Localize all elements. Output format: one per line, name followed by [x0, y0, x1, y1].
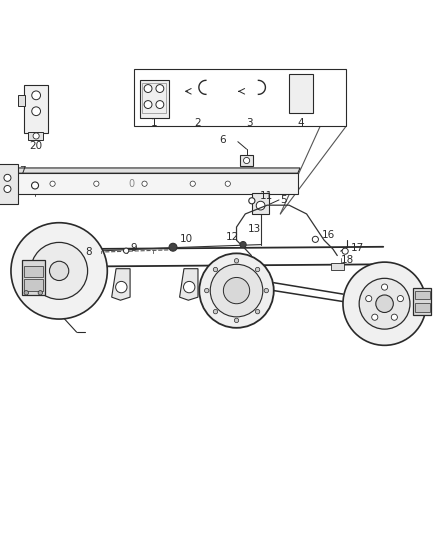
- Circle shape: [255, 268, 260, 272]
- Text: 10: 10: [180, 235, 193, 244]
- Bar: [289, 74, 313, 113]
- Circle shape: [38, 290, 42, 295]
- Circle shape: [4, 174, 11, 181]
- Circle shape: [33, 133, 39, 139]
- Bar: [331, 263, 344, 270]
- Bar: [24, 279, 43, 292]
- Circle shape: [223, 278, 250, 304]
- Bar: [134, 69, 346, 126]
- Text: 1: 1: [151, 118, 158, 128]
- Circle shape: [24, 290, 28, 295]
- Bar: [415, 303, 430, 312]
- Text: 4: 4: [297, 118, 304, 128]
- Circle shape: [234, 318, 239, 322]
- Bar: [240, 155, 253, 166]
- Circle shape: [124, 248, 129, 253]
- Text: 12: 12: [226, 232, 239, 242]
- Circle shape: [4, 185, 11, 192]
- Circle shape: [94, 181, 99, 187]
- Text: 9: 9: [131, 243, 137, 253]
- Text: 20: 20: [30, 141, 42, 151]
- Text: 6: 6: [219, 135, 226, 146]
- Polygon shape: [180, 269, 198, 300]
- Circle shape: [376, 295, 393, 312]
- Bar: [140, 80, 169, 118]
- Text: 3: 3: [246, 118, 253, 128]
- Circle shape: [205, 288, 209, 293]
- Text: 18: 18: [341, 255, 354, 265]
- Circle shape: [372, 314, 378, 320]
- Circle shape: [116, 281, 127, 293]
- Bar: [252, 193, 269, 214]
- Circle shape: [249, 198, 255, 204]
- Text: 5: 5: [280, 195, 287, 205]
- Circle shape: [381, 284, 388, 290]
- Circle shape: [144, 85, 152, 93]
- Bar: [415, 290, 430, 300]
- Bar: [22, 260, 45, 295]
- Circle shape: [312, 236, 318, 243]
- Circle shape: [199, 253, 274, 328]
- Circle shape: [32, 182, 39, 189]
- Bar: [413, 288, 431, 314]
- Bar: [24, 85, 48, 133]
- Circle shape: [49, 261, 69, 280]
- Text: 7: 7: [19, 166, 26, 176]
- Circle shape: [32, 91, 41, 100]
- Circle shape: [210, 264, 263, 317]
- Circle shape: [144, 101, 152, 109]
- Circle shape: [366, 295, 372, 302]
- Circle shape: [50, 181, 55, 187]
- Circle shape: [397, 295, 403, 302]
- Bar: [24, 265, 43, 277]
- Circle shape: [391, 314, 397, 320]
- Circle shape: [240, 241, 246, 248]
- Text: 0: 0: [128, 179, 134, 189]
- Circle shape: [244, 157, 250, 164]
- Polygon shape: [15, 168, 300, 173]
- Bar: [0, 164, 18, 204]
- Circle shape: [359, 278, 410, 329]
- Text: 11: 11: [260, 191, 273, 201]
- Circle shape: [213, 310, 218, 314]
- Bar: [142, 83, 166, 113]
- Circle shape: [31, 243, 88, 300]
- Text: 2: 2: [194, 118, 201, 128]
- Text: 16: 16: [322, 230, 335, 240]
- Text: 13: 13: [247, 224, 261, 235]
- Circle shape: [234, 259, 239, 263]
- Bar: [28, 132, 43, 140]
- Circle shape: [256, 201, 265, 210]
- Circle shape: [213, 268, 218, 272]
- Circle shape: [169, 243, 177, 251]
- Circle shape: [32, 107, 41, 116]
- Circle shape: [264, 288, 268, 293]
- Text: 17: 17: [350, 243, 364, 253]
- Circle shape: [342, 248, 348, 254]
- Circle shape: [255, 310, 260, 314]
- Bar: [15, 173, 298, 194]
- Circle shape: [190, 181, 195, 187]
- Circle shape: [184, 281, 195, 293]
- Circle shape: [225, 181, 230, 187]
- Circle shape: [11, 223, 107, 319]
- Bar: [18, 95, 25, 107]
- Circle shape: [156, 85, 164, 93]
- Circle shape: [156, 101, 164, 109]
- Polygon shape: [112, 269, 130, 300]
- Text: 8: 8: [85, 247, 92, 257]
- Circle shape: [343, 262, 426, 345]
- Circle shape: [142, 181, 147, 187]
